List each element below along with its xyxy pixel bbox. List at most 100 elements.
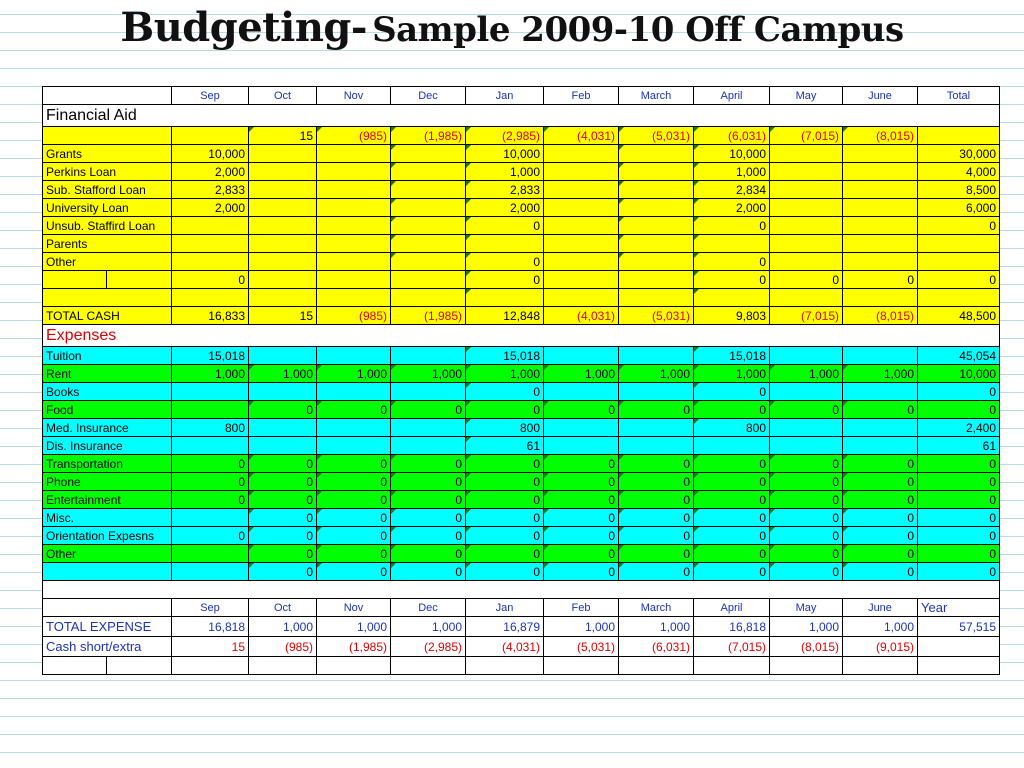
expense-cell[interactable]: 0	[769, 472, 843, 491]
aid-cell[interactable]	[248, 198, 317, 217]
total-cash-cell[interactable]: 15	[248, 306, 317, 325]
aid-cell[interactable]	[465, 288, 544, 307]
expense-cell[interactable]: 0	[465, 526, 544, 545]
expense-cell[interactable]: 0	[842, 400, 918, 419]
expense-cell[interactable]	[618, 436, 694, 455]
expense-cell[interactable]	[390, 418, 466, 437]
aid-cell[interactable]	[693, 234, 770, 253]
cash-short-cell[interactable]: (5,031)	[543, 636, 619, 657]
expense-cell[interactable]: 0	[465, 508, 544, 527]
expense-cell[interactable]: 0	[693, 562, 770, 581]
aid-cell[interactable]: 2,834	[693, 180, 770, 199]
expense-cell[interactable]: 0	[316, 454, 391, 473]
total-cash-cell[interactable]: 9,803	[693, 306, 770, 325]
expense-cell[interactable]: 0	[842, 472, 918, 491]
empty-cell[interactable]	[171, 656, 249, 675]
cash-short-cell[interactable]: (8,015)	[769, 636, 843, 657]
aid-cell[interactable]	[618, 198, 694, 217]
aid-cell[interactable]	[842, 216, 918, 235]
empty-cell[interactable]	[769, 656, 843, 675]
aid-cell[interactable]	[769, 162, 843, 181]
month-header-2[interactable]: Nov	[316, 86, 391, 105]
total-expense-label[interactable]: TOTAL EXPENSE	[42, 616, 172, 637]
expense-cell[interactable]	[171, 544, 249, 563]
expense-cell[interactable]: 0	[769, 454, 843, 473]
aid-cell[interactable]: 0	[693, 270, 770, 289]
expense-cell[interactable]: 1,000	[769, 364, 843, 383]
expense-row-total[interactable]: 0	[917, 562, 1000, 581]
aid-cell[interactable]: 2,000	[693, 198, 770, 217]
aid-row-total[interactable]: 0	[917, 270, 1000, 289]
total-expense-cell[interactable]: 1,000	[769, 616, 843, 637]
expense-cell[interactable]: 0	[390, 472, 466, 491]
aid-cell[interactable]	[390, 234, 466, 253]
expense-cell[interactable]: 0	[390, 400, 466, 419]
month-header-9[interactable]: June	[842, 86, 918, 105]
expense-cell[interactable]	[316, 418, 391, 437]
expense-cell[interactable]: 0	[465, 544, 544, 563]
aid-cell[interactable]	[769, 144, 843, 163]
month-header-3[interactable]: Dec	[390, 86, 466, 105]
expense-cell[interactable]	[618, 418, 694, 437]
aid-cell[interactable]	[171, 234, 249, 253]
cash-short-label[interactable]: Cash short/extra	[42, 636, 172, 657]
aid-cell[interactable]: 0	[465, 216, 544, 235]
expense-cell[interactable]: 0	[618, 490, 694, 509]
expense-cell[interactable]	[171, 436, 249, 455]
expense-cell[interactable]: 800	[171, 418, 249, 437]
expense-cell[interactable]: 0	[693, 508, 770, 527]
aid-cell[interactable]	[618, 288, 694, 307]
month-header-7[interactable]: April	[693, 598, 770, 617]
financial-aid-label[interactable]: Financial Aid	[42, 104, 1000, 127]
aid-cell[interactable]	[248, 216, 317, 235]
expense-cell[interactable]: 0	[618, 454, 694, 473]
aid-cell[interactable]	[390, 180, 466, 199]
expense-cell[interactable]	[842, 346, 918, 365]
expense-cell[interactable]: 1,000	[390, 364, 466, 383]
expense-cell[interactable]: 0	[842, 490, 918, 509]
aid-cell[interactable]	[171, 288, 249, 307]
expense-cell[interactable]	[390, 346, 466, 365]
empty-cell[interactable]	[917, 656, 1000, 675]
expense-cell[interactable]	[769, 346, 843, 365]
expense-row-label[interactable]: Misc.	[42, 508, 172, 527]
carry-value-5[interactable]: (4,031)	[543, 126, 619, 145]
expense-cell[interactable]	[171, 508, 249, 527]
month-header-3[interactable]: Dec	[390, 598, 466, 617]
expense-cell[interactable]	[543, 436, 619, 455]
aid-row-total[interactable]: 6,000	[917, 198, 1000, 217]
expense-cell[interactable]: 0	[618, 400, 694, 419]
expense-cell[interactable]: 0	[316, 508, 391, 527]
expense-cell[interactable]: 0	[769, 508, 843, 527]
expense-cell[interactable]	[543, 382, 619, 401]
total-cash-cell[interactable]: (8,015)	[842, 306, 918, 325]
aid-cell[interactable]	[543, 270, 619, 289]
carry-value-7[interactable]: (6,031)	[693, 126, 770, 145]
aid-cell[interactable]: 10,000	[693, 144, 770, 163]
month-header-1[interactable]: Oct	[248, 598, 317, 617]
total-header[interactable]: Year	[917, 598, 1000, 617]
expense-cell[interactable]: 0	[465, 472, 544, 491]
expense-cell[interactable]: 1,000	[316, 364, 391, 383]
expense-cell[interactable]: 0	[316, 490, 391, 509]
expense-cell[interactable]: 0	[465, 382, 544, 401]
month-header-5[interactable]: Feb	[543, 598, 619, 617]
expense-row-label[interactable]: Books	[42, 382, 172, 401]
expense-row-total[interactable]: 0	[917, 526, 1000, 545]
header-blank[interactable]	[42, 86, 172, 105]
month-header-4[interactable]: Jan	[465, 598, 544, 617]
expense-cell[interactable]: 0	[693, 526, 770, 545]
expense-cell[interactable]	[543, 346, 619, 365]
expense-cell[interactable]: 0	[618, 472, 694, 491]
expense-cell[interactable]	[171, 382, 249, 401]
expense-cell[interactable]: 0	[248, 508, 317, 527]
aid-cell[interactable]: 2,833	[171, 180, 249, 199]
aid-cell[interactable]	[618, 162, 694, 181]
expense-cell[interactable]	[693, 436, 770, 455]
expense-cell[interactable]: 0	[248, 544, 317, 563]
carry-value-6[interactable]: (5,031)	[618, 126, 694, 145]
aid-row-label[interactable]: Perkins Loan	[42, 162, 172, 181]
aid-cell[interactable]: 0	[842, 270, 918, 289]
aid-cell[interactable]	[693, 288, 770, 307]
expense-cell[interactable]: 0	[390, 544, 466, 563]
